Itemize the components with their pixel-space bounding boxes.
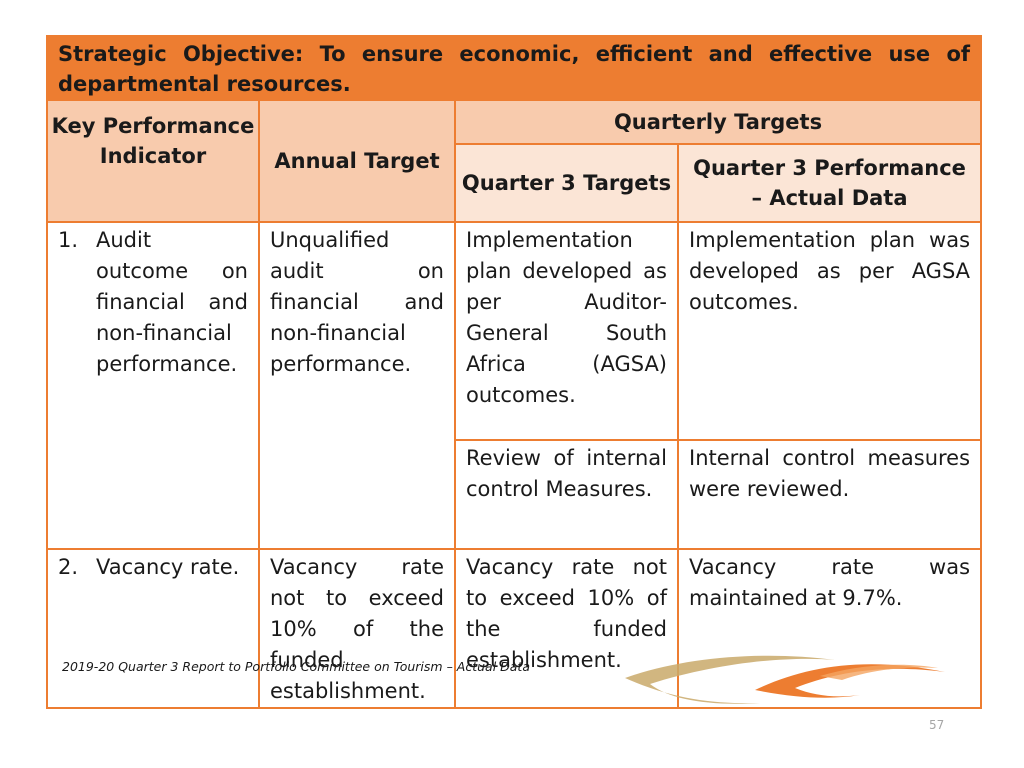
kpi-table: Strategic Objective: To ensure economic,… [45,35,983,709]
q3-actual-cell: Implementation plan was developed as per… [676,221,983,441]
page-number: 57 [929,718,945,732]
header-annual-target: Annual Target [258,99,456,223]
header-q3-performance: Quarter 3 Performance – Actual Data [676,142,983,224]
subheader-row: Quarter 3 Targets Quarter 3 Performance … [47,142,983,224]
kpi-cell: 2. Vacancy rate. [46,548,260,709]
row-number: 1. [58,228,79,252]
table-row: Review of internal control Measures. Int… [47,439,983,550]
header-kpi: Key Performance Indicator [46,99,260,223]
header-row: Key Performance Indicator Annual Target … [46,99,983,223]
kpi-text: Vacancy rate. [96,555,240,579]
q3-actual-cell: Vacancy rate was maintained at 9.7%. [676,548,983,709]
row-number: 2. [58,555,79,579]
swoosh-logo-icon [625,655,945,704]
q3-actual-cell: Internal control measures were reviewed. [676,439,983,550]
annual-target-cell: Unqualified audit on financial and non-f… [258,221,456,550]
footer-caption: 2019-20 Quarter 3 Report to Portfolio Co… [62,659,530,674]
kpi-text: Audit outcome on financial and non-finan… [96,228,248,376]
header-quarterly-targets: Quarterly Targets [453,99,983,145]
annual-target-cell: Vacancy rate not to exceed 10% of the fu… [258,548,456,709]
objective-row: Strategic Objective: To ensure economic,… [45,35,983,101]
q3-target-cell: Implementation plan developed as per Aud… [454,221,679,441]
q3-target-cell: Review of internal control Measures. [454,439,679,550]
table-row: 1. Audit outcome on financial and non-fi… [46,221,983,550]
header-q3-targets: Quarter 3 Targets [454,142,679,224]
kpi-cell: 1. Audit outcome on financial and non-fi… [46,221,260,550]
strategic-objective: Strategic Objective: To ensure economic,… [45,35,983,101]
